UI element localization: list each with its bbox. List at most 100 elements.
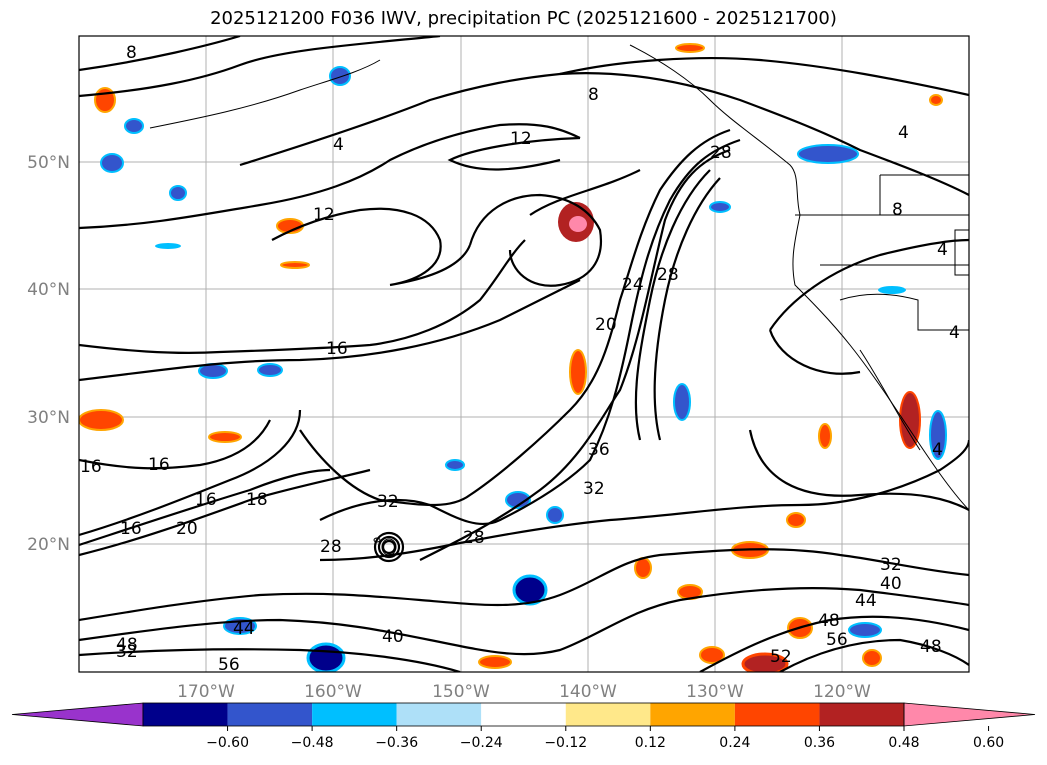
colorbar: −0.60 −0.48 −0.36 −0.24 −0.12 0.12 0.24 0.36 0.4… (11, 702, 1036, 751)
precip-blob (929, 94, 943, 106)
contour-label: 8 (126, 43, 137, 63)
precip-blob (280, 261, 310, 269)
contour-label: 32 (880, 555, 902, 575)
colorbar-tick-label: −0.48 (291, 735, 334, 751)
contour-label: 48 (920, 637, 942, 657)
contour-label: 12 (510, 129, 532, 149)
contour-label: 36 (588, 440, 610, 460)
colorbar-segment (734, 703, 820, 726)
precip-blob (208, 431, 242, 443)
contour-label: 16 (326, 339, 348, 359)
precip-blob (569, 349, 587, 395)
contour-label: 4 (949, 323, 960, 343)
contour-label: 32 (377, 492, 399, 512)
latitude-labels: 50°N 40°N 30°N 20°N (27, 153, 70, 555)
precip-blob (155, 243, 181, 249)
colorbar-tick-label: −0.12 (544, 735, 587, 751)
precip-blob (169, 185, 187, 201)
contour-label: 40 (880, 574, 902, 594)
precip-blob (512, 574, 548, 606)
longitude-label: 140°W (559, 682, 617, 702)
contour-label: 16 (148, 455, 170, 475)
longitude-label: 120°W (813, 682, 871, 702)
colorbar-frame (142, 702, 905, 727)
precip-blob (546, 506, 564, 524)
precip-blob (94, 87, 116, 113)
longitude-label: 170°W (177, 682, 235, 702)
colorbar-tick-label: −0.60 (206, 735, 249, 751)
precip-blob (675, 43, 705, 53)
map-title: 2025121200 F036 IWV, precipitation PC (2… (210, 8, 837, 29)
latitude-label: 50°N (27, 153, 70, 173)
longitude-labels: 170°W 160°W 150°W 140°W 130°W 120°W (177, 682, 871, 702)
contour-label: 28 (320, 537, 342, 557)
precip-blob (673, 383, 691, 421)
contour-label: 12 (313, 205, 335, 225)
contour-label: 56 (826, 630, 848, 650)
precip-blob (797, 144, 859, 164)
longitude-label: 160°W (304, 682, 362, 702)
contour-label: 44 (233, 619, 255, 639)
colorbar-segment (481, 703, 566, 726)
contour-labels: 8 4 12 8 4 28 12 8 4 4 16 20 24 28 16 16… (80, 43, 960, 675)
precip-blob (818, 423, 832, 449)
contour-label: 52 (770, 647, 792, 667)
precip-blob (505, 491, 531, 509)
contour-label: 48 (116, 635, 138, 655)
precip-blob (862, 649, 882, 667)
contour-label: 32 (116, 642, 138, 662)
contour-label: 16 (120, 519, 142, 539)
contour-label: 4 (937, 240, 948, 260)
colorbar-tick-label: 0.12 (635, 735, 666, 751)
precip-blob (445, 459, 465, 471)
contour-label: 4 (932, 440, 943, 460)
precipitation-anomaly-fill (79, 43, 947, 672)
precip-blob (569, 216, 587, 232)
colorbar-segment (227, 703, 313, 726)
iwv-contours (79, 36, 969, 672)
colorbar-segment (819, 703, 904, 726)
precip-blob (929, 410, 947, 460)
precip-blob (306, 642, 346, 672)
colorbar-tick-label: 0.48 (888, 735, 919, 751)
colorbar-extend-high (903, 702, 1036, 727)
precip-blob (124, 118, 144, 134)
contour-label: 28 (657, 265, 679, 285)
precip-blob (699, 646, 725, 664)
precip-blob (878, 286, 906, 294)
contour-label: 20 (176, 519, 198, 539)
map-frame (78, 35, 970, 673)
contour-label: 28 (463, 528, 485, 548)
precip-blob (899, 391, 921, 449)
colorbar-tick-label: −0.24 (460, 735, 503, 751)
contour-label: 18 (246, 490, 268, 510)
precip-blob (709, 201, 731, 213)
contour-label: 4 (333, 135, 344, 155)
colorbar-tick-label: 0.24 (719, 735, 750, 751)
latitude-label: 20°N (27, 535, 70, 555)
latitude-label: 30°N (27, 408, 70, 428)
colorbar-segment (143, 703, 228, 726)
longitude-label: 150°W (432, 682, 490, 702)
contour-label: 56 (218, 655, 240, 675)
precip-blob (329, 66, 351, 86)
contour-label: 20 (595, 315, 617, 335)
precip-blob (478, 655, 512, 669)
colorbar-extend-low (11, 702, 144, 727)
precip-blob (848, 622, 882, 638)
precip-blob (100, 153, 124, 173)
contour-label: 48 (818, 611, 840, 631)
contour-label: 24 (622, 275, 644, 295)
precip-blob (79, 409, 124, 431)
precip-blob (786, 512, 806, 528)
coastlines (149, 44, 969, 556)
precip-blob (741, 652, 789, 672)
colorbar-tick-label: 0.60 (973, 735, 1004, 751)
contour-label: 16 (80, 457, 102, 477)
colorbar-segment (312, 703, 397, 726)
contour-label: 4 (898, 123, 909, 143)
contour-label: 8 (892, 200, 903, 220)
contour-label: 32 (583, 479, 605, 499)
contour-label: 8 (588, 85, 599, 105)
contour-label: 40 (382, 627, 404, 647)
